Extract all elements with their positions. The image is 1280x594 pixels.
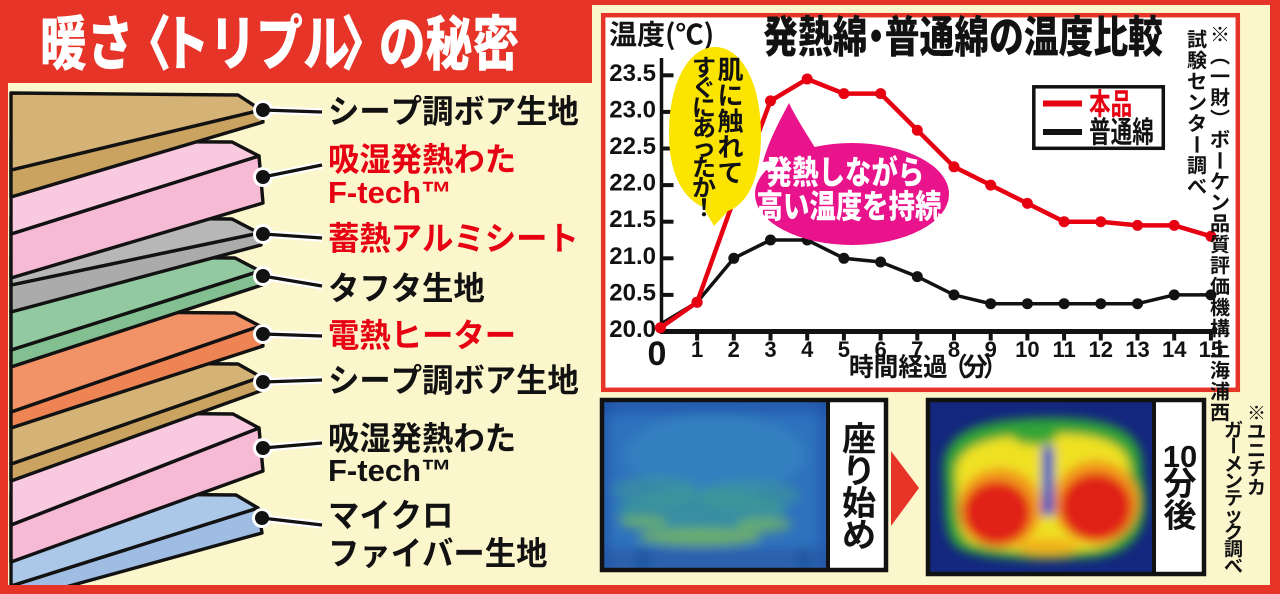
svg-text:12: 12 <box>1089 337 1113 362</box>
svg-text:20.5: 20.5 <box>609 279 656 306</box>
svg-text:13: 13 <box>1125 337 1149 362</box>
svg-text:2: 2 <box>728 337 740 362</box>
svg-text:7: 7 <box>911 337 923 362</box>
svg-text:10: 10 <box>1015 337 1039 362</box>
svg-text:F-tech™: F-tech™ <box>328 175 452 210</box>
svg-text:9: 9 <box>985 337 997 362</box>
svg-text:23.0: 23.0 <box>609 96 656 123</box>
svg-text:8: 8 <box>948 337 960 362</box>
svg-text:10: 10 <box>1163 439 1197 474</box>
svg-text:0: 0 <box>648 335 667 373</box>
svg-text:20.0: 20.0 <box>609 316 656 343</box>
svg-text:5: 5 <box>838 337 850 362</box>
svg-text:6: 6 <box>874 337 886 362</box>
svg-text:14: 14 <box>1162 337 1187 362</box>
svg-text:22.5: 22.5 <box>609 133 656 160</box>
svg-text:F-tech™: F-tech™ <box>328 453 452 488</box>
svg-text:22.0: 22.0 <box>609 170 656 197</box>
svg-text:3: 3 <box>764 337 776 362</box>
svg-text:11: 11 <box>1052 337 1075 362</box>
svg-text:4: 4 <box>801 337 814 362</box>
svg-text:21.5: 21.5 <box>609 206 656 233</box>
svg-text:21.0: 21.0 <box>609 243 656 270</box>
svg-text:1: 1 <box>691 337 703 362</box>
svg-text:23.5: 23.5 <box>609 60 656 87</box>
